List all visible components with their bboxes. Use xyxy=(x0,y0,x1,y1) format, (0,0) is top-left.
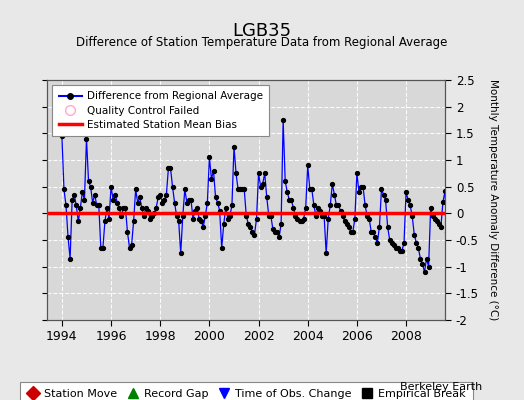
Text: Difference of Station Temperature Data from Regional Average: Difference of Station Temperature Data f… xyxy=(77,36,447,49)
Text: Berkeley Earth: Berkeley Earth xyxy=(400,382,482,392)
Text: LGB35: LGB35 xyxy=(233,22,291,40)
Y-axis label: Monthly Temperature Anomaly Difference (°C): Monthly Temperature Anomaly Difference (… xyxy=(488,79,498,321)
Legend: Station Move, Record Gap, Time of Obs. Change, Empirical Break: Station Move, Record Gap, Time of Obs. C… xyxy=(20,382,473,400)
